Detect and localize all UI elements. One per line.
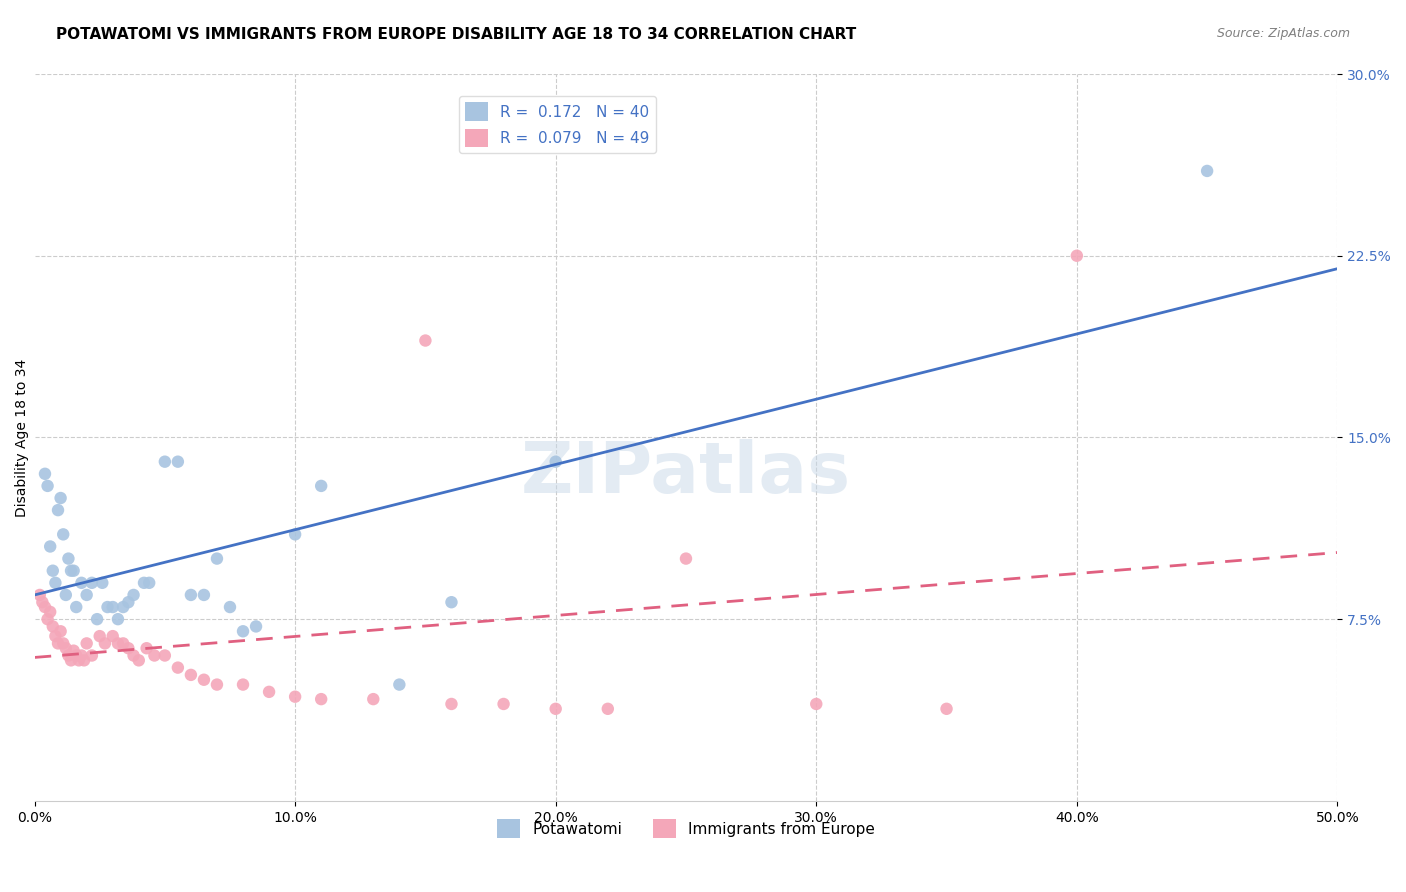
Point — [219, 600, 242, 615]
Text: ZIPatlas: ZIPatlas — [520, 439, 851, 508]
Point — [49, 624, 72, 639]
Point — [245, 619, 267, 633]
Point — [42, 619, 65, 633]
Point — [86, 612, 108, 626]
Point — [60, 564, 83, 578]
Text: Source: ZipAtlas.com: Source: ZipAtlas.com — [1216, 27, 1350, 40]
Point — [117, 595, 139, 609]
Point — [34, 467, 56, 481]
Point — [89, 629, 111, 643]
Legend: Potawatomi, Immigrants from Europe: Potawatomi, Immigrants from Europe — [491, 814, 882, 844]
Point — [138, 575, 160, 590]
Point — [143, 648, 166, 663]
Point — [58, 648, 80, 663]
Point — [62, 564, 84, 578]
Point — [363, 692, 385, 706]
Point — [62, 643, 84, 657]
Point — [205, 551, 228, 566]
Point — [232, 624, 254, 639]
Point — [60, 653, 83, 667]
Point — [55, 588, 77, 602]
Point — [96, 600, 118, 615]
Point — [544, 455, 567, 469]
Point — [440, 697, 463, 711]
Point — [37, 479, 59, 493]
Point — [112, 636, 135, 650]
Point — [122, 648, 145, 663]
Point — [167, 660, 190, 674]
Point — [167, 455, 190, 469]
Point — [42, 564, 65, 578]
Point — [44, 629, 66, 643]
Point — [257, 685, 280, 699]
Point — [309, 479, 332, 493]
Point — [67, 653, 90, 667]
Point — [232, 677, 254, 691]
Point — [117, 641, 139, 656]
Point — [492, 697, 515, 711]
Point — [52, 636, 75, 650]
Point — [65, 648, 87, 663]
Point — [1197, 164, 1219, 178]
Point — [39, 540, 62, 554]
Point — [52, 527, 75, 541]
Point — [34, 600, 56, 615]
Point — [193, 673, 215, 687]
Point — [70, 648, 93, 663]
Point — [309, 692, 332, 706]
Point — [180, 588, 202, 602]
Point — [101, 629, 124, 643]
Point — [80, 648, 103, 663]
Point — [107, 636, 129, 650]
Point — [122, 588, 145, 602]
Point — [76, 636, 98, 650]
Point — [544, 702, 567, 716]
Point — [91, 575, 114, 590]
Point — [37, 612, 59, 626]
Point — [284, 527, 307, 541]
Point — [107, 612, 129, 626]
Point — [58, 551, 80, 566]
Point — [49, 491, 72, 505]
Point — [46, 636, 69, 650]
Point — [675, 551, 697, 566]
Point — [596, 702, 619, 716]
Point — [1066, 249, 1088, 263]
Text: POTAWATOMI VS IMMIGRANTS FROM EUROPE DISABILITY AGE 18 TO 34 CORRELATION CHART: POTAWATOMI VS IMMIGRANTS FROM EUROPE DIS… — [56, 27, 856, 42]
Point — [415, 334, 437, 348]
Point — [284, 690, 307, 704]
Point — [76, 588, 98, 602]
Point — [205, 677, 228, 691]
Point — [132, 575, 155, 590]
Point — [440, 595, 463, 609]
Point — [153, 455, 176, 469]
Point — [806, 697, 828, 711]
Point — [46, 503, 69, 517]
Point — [935, 702, 957, 716]
Y-axis label: Disability Age 18 to 34: Disability Age 18 to 34 — [15, 359, 30, 516]
Point — [128, 653, 150, 667]
Point — [180, 668, 202, 682]
Point — [80, 575, 103, 590]
Point — [193, 588, 215, 602]
Point — [101, 600, 124, 615]
Point — [28, 588, 51, 602]
Point — [39, 605, 62, 619]
Point — [388, 677, 411, 691]
Point — [153, 648, 176, 663]
Point — [94, 636, 117, 650]
Point — [44, 575, 66, 590]
Point — [73, 653, 96, 667]
Point — [112, 600, 135, 615]
Point — [135, 641, 157, 656]
Point — [65, 600, 87, 615]
Point — [31, 595, 53, 609]
Point — [55, 641, 77, 656]
Point — [70, 575, 93, 590]
